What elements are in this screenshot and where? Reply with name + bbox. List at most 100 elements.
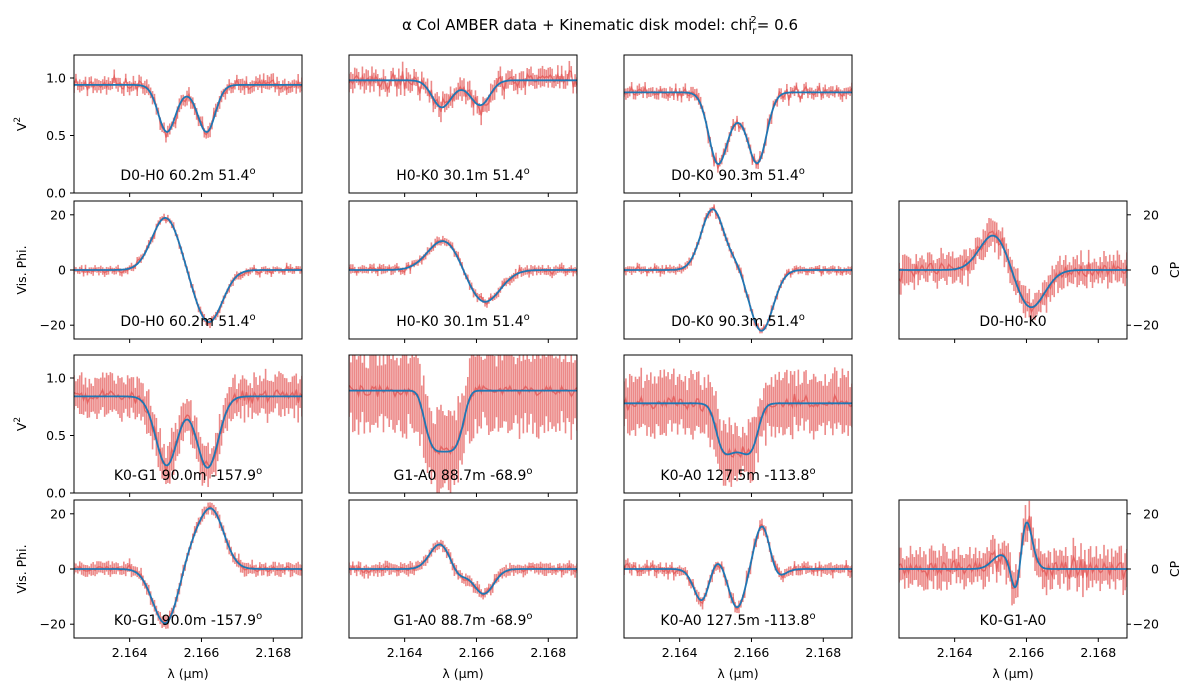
y-tick-label: −20 (40, 617, 66, 632)
panel-r1c1: H0-K0 30.1m 51.4o (348, 200, 578, 343)
y-axis-label: V2 (13, 117, 29, 131)
model-series-line (74, 395, 302, 469)
plot-area (624, 367, 852, 487)
x-axis-label: λ (μm) (167, 666, 208, 681)
figure-title: α Col AMBER data + Kinematic disk model:… (402, 15, 798, 37)
panel-r3c0: 2.164 2.166 2.168 λ (μm) −20 0 20 Vis. Phi. K0-G… (14, 499, 303, 681)
plot-area (349, 60, 577, 126)
data-series-line (624, 523, 852, 611)
data-series-line (74, 387, 302, 472)
y-tick-label: 20 (1143, 506, 1159, 521)
error-bars (624, 82, 852, 173)
panel-r2c2: K0-A0 127.5m -113.8o (623, 354, 853, 497)
y-tick-label: 0 (58, 263, 66, 278)
baseline-label: H0-K0 30.1m 51.4o (396, 312, 530, 330)
error-bars (624, 518, 852, 614)
panel-r3c1: 2.164 2.166 2.168 λ (μm) G1-A0 88.7m -68.9o (348, 499, 578, 681)
axes-frame (348, 200, 578, 340)
y-axis-label: Vis. Phi. (14, 544, 29, 593)
plot-area (349, 539, 577, 600)
panel-r3c3: 2.164 2.166 2.168 λ (μm) −20 0 20 CP K0-G1-A0 (898, 499, 1182, 681)
plot-area (74, 69, 302, 143)
panel-r3c2: 2.164 2.166 2.168 λ (μm) K0-A0 127.5m -113.8… (623, 499, 853, 681)
baseline-label: K0-G1 90.0m -157.9o (114, 466, 262, 484)
y-tick-label: 0 (1151, 562, 1159, 577)
error-bars (74, 502, 302, 629)
baseline-label: D0-K0 90.3m 51.4o (671, 166, 805, 184)
error-bars (74, 69, 302, 143)
y-tick-label: 0.5 (46, 428, 66, 443)
baseline-label: G1-A0 88.7m -68.9o (393, 466, 532, 484)
x-tick-label: 2.164 (112, 645, 148, 660)
model-series-line (624, 402, 852, 456)
model-series-line (899, 234, 1127, 309)
y-tick-label: 1.0 (46, 71, 66, 86)
baseline-label: K0-A0 127.5m -113.8o (660, 466, 815, 484)
y-tick-label: 20 (50, 207, 66, 222)
axes-frame (623, 499, 853, 639)
x-tick-label: 2.168 (255, 645, 291, 660)
x-axis-label: λ (μm) (717, 666, 758, 681)
x-tick-label: 2.166 (1009, 645, 1045, 660)
y-axis-label: Vis. Phi. (14, 245, 29, 294)
baseline-label: K0-A0 127.5m -113.8o (660, 611, 815, 629)
baseline-label: D0-H0-K0 (979, 314, 1046, 330)
axes-frame (73, 354, 303, 494)
y-tick-label: 0 (58, 562, 66, 577)
plot-area (624, 82, 852, 173)
y-tick-label: 0.0 (46, 486, 66, 501)
axes-frame (348, 54, 578, 194)
y-axis-label: CP (1167, 261, 1182, 278)
y-axis-label: V2 (13, 417, 29, 431)
x-tick-label: 2.164 (387, 645, 423, 660)
y-tick-label: −20 (40, 318, 66, 333)
panel-r1c2: D0-K0 90.3m 51.4o (623, 200, 853, 343)
axes-frame (348, 499, 578, 639)
panel-r0c1: H0-K0 30.1m 51.4o (348, 54, 578, 197)
plot-area (899, 217, 1127, 322)
panel-r2c1: G1-A0 88.7m -68.9o (348, 354, 578, 497)
baseline-label: D0-H0 60.2m 51.4o (120, 312, 255, 330)
model-series-line (349, 79, 577, 109)
axes-frame (623, 54, 853, 194)
panel-r2c0: 0.0 0.5 1.0 V2 K0-G1 90.0m -157.9o (13, 354, 303, 501)
panel-r1c3: −20 0 20 CP D0-H0-K0 (898, 200, 1182, 343)
y-tick-label: 20 (50, 506, 66, 521)
y-tick-label: −20 (1133, 318, 1159, 333)
y-tick-label: 1.0 (46, 371, 66, 386)
model-series-line (74, 84, 302, 133)
error-bars (349, 60, 577, 126)
model-series-line (899, 521, 1127, 589)
y-axis-label: CP (1167, 560, 1182, 577)
error-bars (349, 235, 577, 308)
panel-r0c2: D0-K0 90.3m 51.4o (623, 54, 853, 197)
x-tick-label: 2.164 (662, 645, 698, 660)
x-tick-label: 2.168 (805, 645, 841, 660)
axes-frame (348, 354, 578, 494)
data-series-line (624, 393, 852, 459)
model-series-line (349, 543, 577, 595)
model-series-line (624, 208, 852, 332)
y-tick-label: 0.5 (46, 128, 66, 143)
x-axis-label: λ (μm) (442, 666, 483, 681)
x-tick-label: 2.166 (184, 645, 220, 660)
baseline-label: H0-K0 30.1m 51.4o (396, 166, 530, 184)
data-series-line (899, 515, 1127, 589)
data-series-line (349, 69, 577, 116)
plot-area (624, 518, 852, 614)
baseline-label: D0-K0 90.3m 51.4o (671, 312, 805, 330)
panel-r0c0: 0.0 0.5 1.0 V2 D0-H0 60.2m 51.4o (13, 54, 303, 201)
plot-area (74, 502, 302, 629)
model-series-line (624, 525, 852, 609)
y-tick-label: 0 (1151, 263, 1159, 278)
x-tick-label: 2.168 (1080, 645, 1116, 660)
baseline-label: D0-H0 60.2m 51.4o (120, 166, 255, 184)
model-series-line (349, 240, 577, 303)
plot-area (899, 500, 1127, 606)
plot-area (349, 355, 577, 493)
model-series-line (624, 91, 852, 166)
plot-area (74, 368, 302, 488)
axes-frame (623, 354, 853, 494)
baseline-label: K0-G1 90.0m -157.9o (114, 611, 262, 629)
